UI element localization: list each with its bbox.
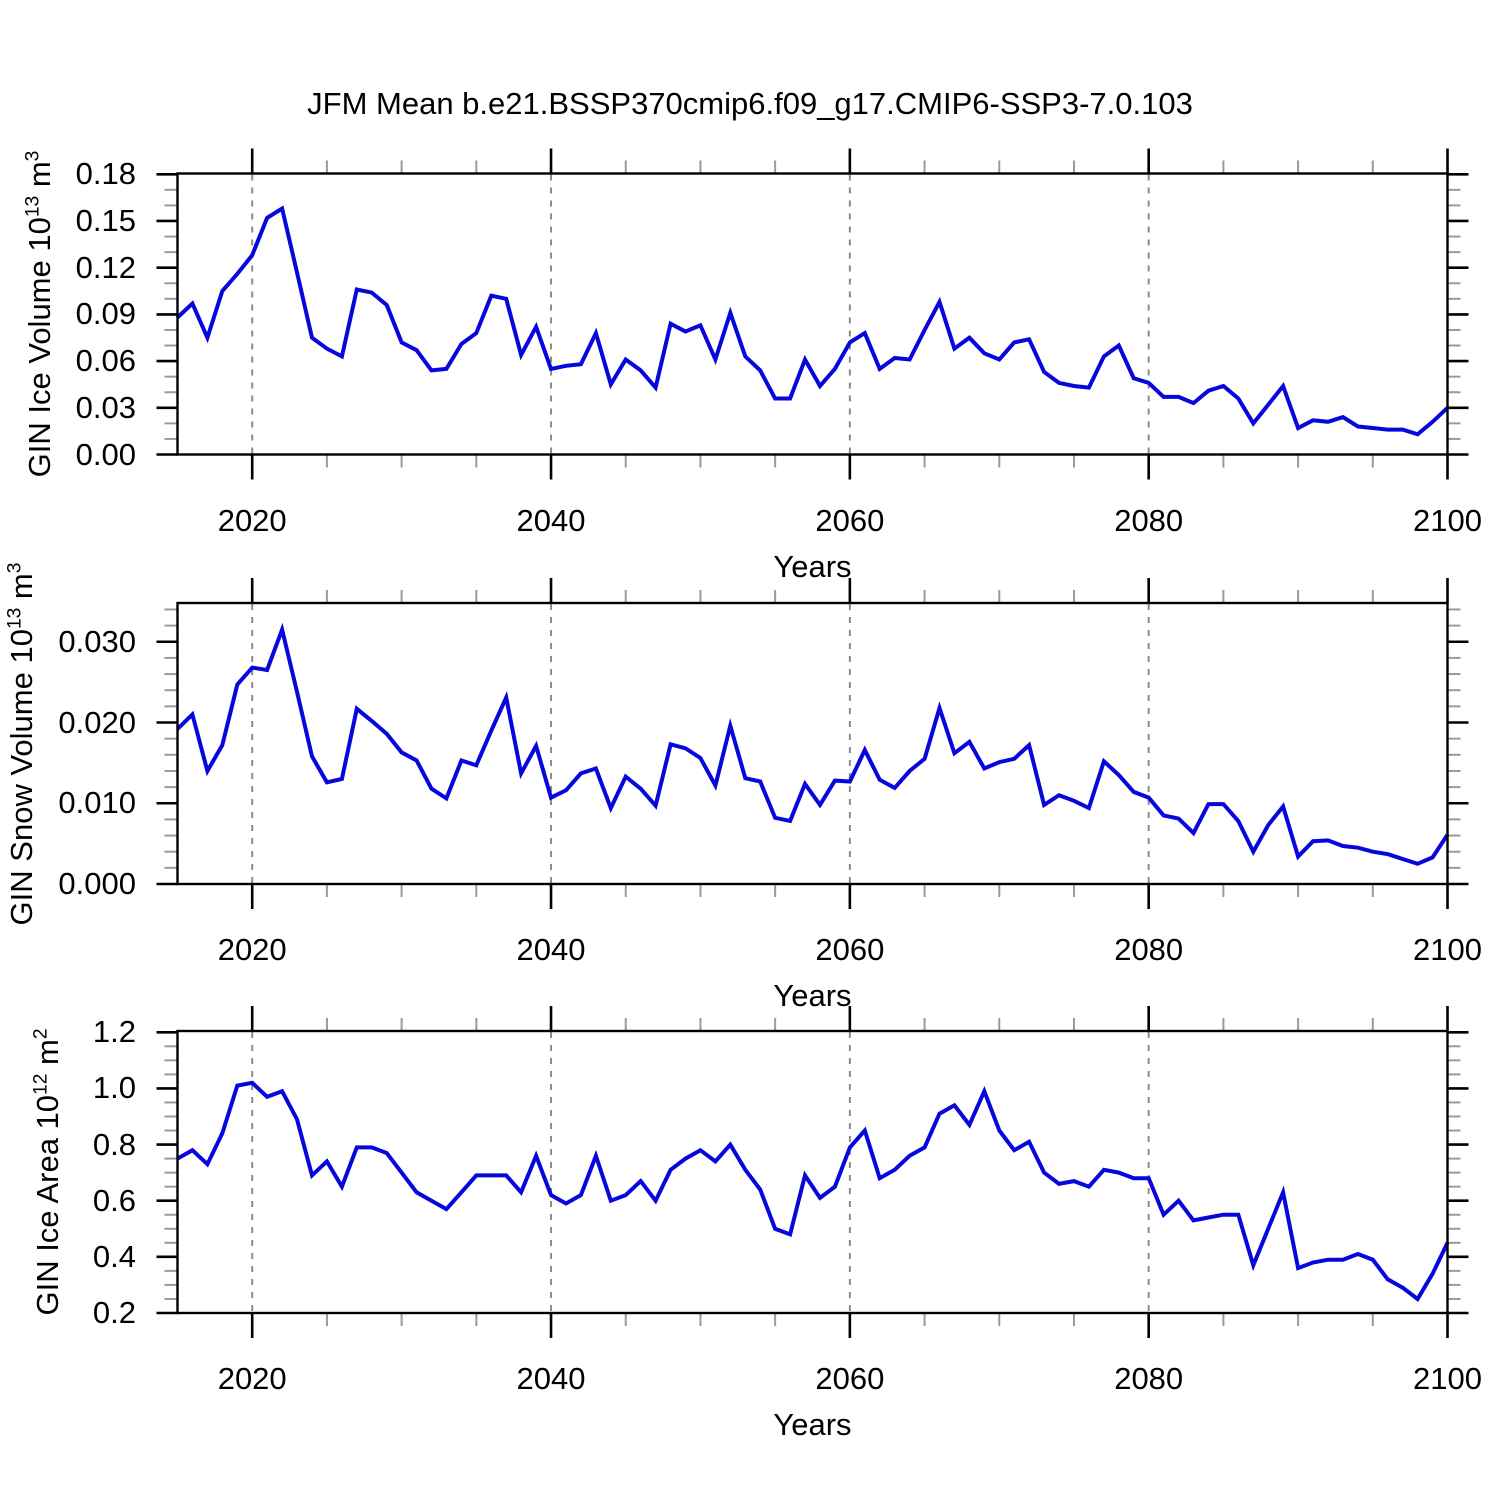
y-tick-label: 0.010 [58, 785, 136, 821]
x-tick-label: 2020 [217, 502, 287, 538]
y-axis-title: GIN Snow Volume 1013 m3 [4, 562, 40, 925]
y-axis-title-text: m [4, 572, 39, 608]
y-axis-title-text: m [22, 161, 57, 196]
y-tick-label: 0.15 [75, 203, 136, 238]
panel-frame [176, 1029, 1449, 1315]
y-axis-title-superscript: 13 [22, 195, 44, 218]
y-tick-label: 0.09 [75, 296, 136, 332]
gin-ice-volume-line [176, 205, 1449, 437]
y-axis-title-superscript: 12 [30, 1073, 52, 1095]
y-tick-label: 0.2 [92, 1295, 136, 1330]
x-tick-label: 2080 [1114, 1361, 1184, 1396]
y-tick-label: 0.6 [92, 1182, 136, 1218]
y-tick-label: 0.03 [75, 389, 136, 425]
x-tick-label: 2060 [815, 932, 885, 967]
y-tick-label: 1.0 [92, 1070, 136, 1106]
x-tick-label: 2040 [516, 1361, 586, 1396]
y-axis-title-superscript: 3 [22, 150, 44, 162]
y-tick-label: 0.18 [75, 156, 136, 192]
y-tick-label: 0.4 [92, 1238, 136, 1274]
x-tick-label: 2040 [516, 502, 586, 538]
x-axis-title: Years [773, 548, 852, 584]
y-axis-title-superscript: 13 [4, 607, 26, 629]
y-tick-label: 0.000 [58, 866, 136, 901]
x-tick-label: 2100 [1413, 502, 1482, 538]
y-axis-title: GIN Ice Area 1012 m2 [30, 1028, 66, 1315]
x-tick-label: 2100 [1413, 932, 1482, 967]
x-tick-label: 2020 [217, 932, 287, 967]
x-tick-label: 2060 [815, 1361, 885, 1396]
y-axis-title-superscript: 3 [4, 562, 26, 573]
x-tick-label: 2020 [217, 1361, 287, 1396]
x-axis-title: Years [773, 1407, 852, 1442]
y-tick-label: 0.00 [75, 436, 136, 472]
y-axis-title-text: GIN Ice Area 10 [30, 1094, 65, 1316]
x-axis-title: Years [773, 978, 852, 1013]
x-tick-label: 2080 [1114, 502, 1184, 538]
y-tick-label: 0.8 [92, 1126, 136, 1162]
y-tick-label: 0.020 [58, 704, 136, 740]
gin-snow-volume-line [176, 622, 1450, 866]
y-tick-label: 1.2 [92, 1014, 136, 1050]
x-tick-label: 2060 [815, 502, 885, 538]
figure-title: JFM Mean b.e21.BSSP370cmip6.f09_g17.CMIP… [307, 86, 1193, 121]
y-tick-label: 0.12 [75, 249, 136, 285]
y-axis-title-superscript: 2 [30, 1028, 52, 1040]
y-tick-label: 0.030 [58, 623, 136, 659]
gin-ice-area-line [176, 1080, 1450, 1302]
y-axis-title-text: GIN Snow Volume 10 [4, 628, 39, 925]
panel-frame [176, 172, 1449, 456]
x-tick-label: 2040 [516, 932, 586, 967]
x-tick-label: 2080 [1114, 932, 1184, 967]
y-tick-label: 0.06 [75, 343, 136, 379]
panel-frame [176, 601, 1449, 886]
x-tick-label: 2100 [1413, 1361, 1482, 1396]
y-axis-title-text: GIN Ice Volume 10 [22, 217, 57, 478]
y-axis-title: GIN Ice Volume 1013 m3 [22, 151, 58, 478]
y-axis-title-text: m [30, 1039, 65, 1074]
